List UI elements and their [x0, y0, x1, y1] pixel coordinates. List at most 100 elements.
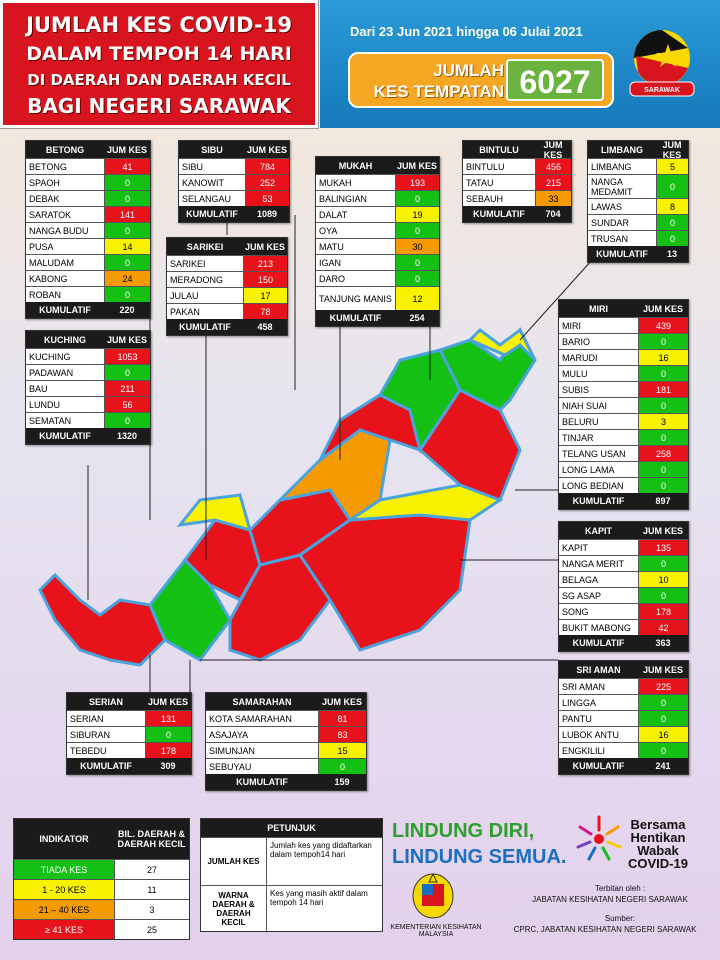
region-betong	[176, 493, 253, 533]
guide-row-1: JUMLAH KES Jumlah kes yang didaftarkan da…	[201, 837, 382, 885]
covid-burst-icon	[576, 815, 622, 861]
table-header: MIRI JUM KES	[559, 300, 688, 317]
bersama-line-2: Hentikan	[630, 830, 686, 845]
case-count: 0	[638, 478, 688, 493]
summary-panel: Dari 23 Jun 2021 hingga 06 Julai 2021 JU…	[320, 0, 720, 128]
legend-count: 25	[114, 920, 189, 939]
table-mukah: MUKAH JUM KES MUKAH 193 BALINGIAN 0 DALAT 19 OYA…	[315, 156, 440, 327]
area-name: DALAT	[319, 209, 348, 220]
legend-rows: TIADA KES 27 1 - 20 KES 11 21 – 40 KES 3 ≥ 41 …	[14, 859, 189, 939]
district-name: SARIKEI	[186, 241, 224, 252]
case-count: 439	[638, 318, 688, 333]
cumulative-value: 241	[655, 761, 671, 771]
area-name: SG ASAP	[562, 590, 602, 601]
table-row: SIBURAN 0	[67, 726, 191, 742]
column-header: JUM KES	[642, 303, 683, 314]
table-samarahan: SAMARAHAN JUM KES KOTA SAMARAHAN 81 ASAJAYA 8…	[205, 692, 367, 791]
legend-indicator: 1 - 20 KES	[14, 880, 114, 899]
cumulative-row: KUMULATIF 704	[463, 206, 571, 222]
area-name: NANGA BUDU	[29, 225, 89, 236]
table-row: MALUDAM 0	[26, 254, 150, 270]
case-count: 225	[638, 679, 688, 694]
region-limbang	[467, 327, 537, 362]
table-row: SEBUYAU 0	[206, 758, 366, 774]
legend-indicator: 21 – 40 KES	[14, 900, 114, 919]
case-count: 135	[638, 540, 688, 555]
cumulative-label: KUMULATIF	[596, 249, 648, 259]
area-name: ENGKILILI	[562, 745, 606, 756]
cumulative-value: 363	[655, 638, 671, 648]
guide-val-1: Jumlah kes yang didaftarkan dalam tempoh…	[270, 841, 372, 859]
area-name: PAKAN	[170, 306, 200, 317]
case-count: 0	[395, 271, 439, 286]
area-name: LUNDU	[29, 399, 61, 410]
column-header: JUM KES	[246, 144, 287, 155]
table-row: NANGA MEDAMIT 0	[588, 174, 688, 198]
case-count: 0	[104, 287, 150, 302]
area-name: SPAOH	[29, 177, 60, 188]
table-row: SONG 178	[559, 603, 688, 619]
area-name: ROBAN	[29, 289, 62, 300]
cumulative-row: KUMULATIF 458	[167, 319, 287, 335]
area-name: SUNDAR	[591, 217, 630, 228]
table-row: TELANG USAN 258	[559, 445, 688, 461]
table-row: ASAJAYA 83	[206, 726, 366, 742]
legend-row: 1 - 20 KES 11	[14, 879, 189, 899]
case-count: 0	[638, 695, 688, 710]
title-line-3: DI DAERAH DAN DAERAH KECIL	[27, 71, 291, 89]
legend-indicator: ≥ 41 KES	[14, 920, 114, 939]
case-count: 211	[104, 381, 150, 396]
case-count: 258	[638, 446, 688, 461]
area-name: LONG LAMA	[562, 464, 615, 475]
table-row: NIAH SUAI 0	[559, 397, 688, 413]
table-header: SRI AMAN JUM KES	[559, 661, 688, 678]
area-name: MATU	[319, 241, 344, 252]
legend-row: ≥ 41 KES 25	[14, 919, 189, 939]
table-header: MUKAH JUM KES	[316, 157, 439, 174]
area-name: SEBAUH	[466, 193, 504, 204]
cumulative-value: 13	[666, 249, 677, 259]
area-name: MIRI	[562, 320, 581, 331]
area-name: KOTA SAMARAHAN	[209, 713, 292, 724]
cumulative-label: KUMULATIF	[179, 322, 231, 332]
table-row: KABONG 24	[26, 270, 150, 286]
table-row: TANJUNG MANIS 12	[316, 286, 439, 310]
guide-box: PETUNJUK JUMLAH KES Jumlah kes yang didaf…	[200, 818, 383, 932]
area-name: TELANG USAN	[562, 448, 626, 459]
area-name: DEBAK	[29, 193, 60, 204]
title-panel: JUMLAH KES COVID-19 DALAM TEMPOH 14 HARI…	[0, 0, 318, 128]
case-count: 456	[535, 159, 571, 174]
table-row: KANOWIT 252	[179, 174, 289, 190]
area-name: NANGA MERIT	[562, 558, 625, 569]
area-name: SARIKEI	[170, 258, 206, 269]
table-row: PUSA 14	[26, 238, 150, 254]
cumulative-label: KUMULATIF	[186, 209, 238, 219]
table-row: LUNDU 56	[26, 396, 150, 412]
district-name: BINTULU	[479, 144, 519, 155]
table-row: PAKAN 78	[167, 303, 287, 319]
cumulative-value: 1089	[256, 209, 278, 219]
bersama-line-3: Wabak	[637, 843, 679, 858]
indicator-legend: INDIKATOR BIL. DAERAH & DAERAH KECIL TIAD…	[13, 818, 190, 940]
title-line-4: BAGI NEGERI SARAWAK	[27, 94, 291, 118]
legend-indicator: TIADA KES	[14, 860, 114, 879]
case-count: 0	[638, 743, 688, 758]
table-row: SARATOK 141	[26, 206, 150, 222]
cumulative-label: KUMULATIF	[236, 777, 288, 787]
cumulative-row: KUMULATIF 1320	[26, 428, 150, 444]
area-name: DARO	[319, 273, 346, 284]
area-name: TINJAR	[562, 432, 594, 443]
table-bintulu: BINTULU JUM KES BINTULU 456 TATAU 215 SEBAUH 33…	[462, 140, 572, 223]
table-limbang: LIMBANG JUM KES LIMBANG 5 NANGA MEDAMIT 0 LAWA…	[587, 140, 689, 263]
case-count: 0	[318, 759, 366, 774]
area-name: SONG	[562, 606, 589, 617]
table-header: SERIAN JUM KES	[67, 693, 191, 710]
case-count: 0	[638, 334, 688, 349]
case-count: 33	[535, 191, 571, 206]
table-row: SIMUNJAN 15	[206, 742, 366, 758]
table-row: SEBAUH 33	[463, 190, 571, 206]
case-count: 5	[656, 159, 688, 174]
table-row: SERIAN 131	[67, 710, 191, 726]
column-header: JUM KES	[662, 139, 682, 160]
table-row: BUKIT MABONG 42	[559, 619, 688, 635]
